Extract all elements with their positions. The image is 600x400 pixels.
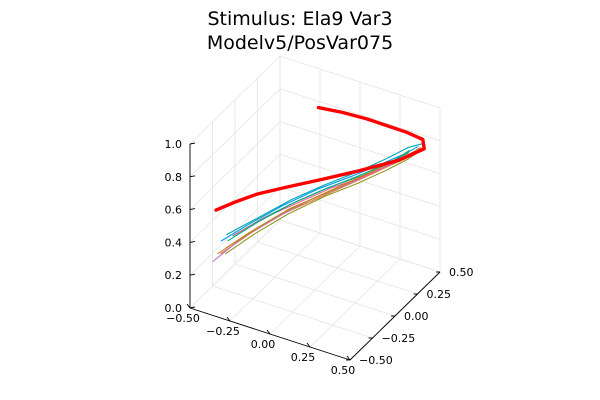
trial-trajectory-line bbox=[225, 150, 421, 255]
side-grid-z bbox=[279, 55, 441, 109]
x-axis-tick bbox=[186, 303, 191, 309]
x-tick-label: −0.50 bbox=[166, 312, 200, 325]
z-tick-label: 0.8 bbox=[165, 171, 183, 184]
tick-label-layer: −0.50−0.250.000.250.50−0.50−0.250.000.25… bbox=[165, 138, 474, 377]
grid-layer bbox=[189, 55, 441, 361]
x-axis-tick bbox=[226, 316, 231, 322]
z-axis-tick bbox=[189, 306, 196, 309]
side-grid-z bbox=[279, 88, 441, 142]
trial-trajectory-line bbox=[226, 142, 425, 236]
y-tick-label: 0.00 bbox=[404, 310, 429, 323]
z-axis-tick bbox=[189, 273, 196, 276]
back-grid-z bbox=[189, 121, 281, 210]
floor-grid-y bbox=[212, 285, 373, 339]
trials-layer bbox=[212, 142, 425, 263]
back-grid-z bbox=[189, 186, 281, 276]
x-axis-tick bbox=[346, 355, 351, 361]
trial-trajectory-line bbox=[233, 153, 410, 236]
chart-title-line-1: Stimulus: Ela9 Var3 bbox=[207, 8, 392, 30]
highlight-layer bbox=[214, 105, 426, 212]
back-grid-z bbox=[189, 219, 281, 309]
side-grid-z bbox=[279, 219, 441, 273]
floor-grid-y bbox=[234, 263, 396, 317]
highlight-trajectory-line bbox=[214, 105, 426, 212]
z-tick-label: 0.2 bbox=[165, 269, 183, 282]
z-tick-label: 0.6 bbox=[165, 204, 183, 217]
z-tick-label: 1.0 bbox=[165, 138, 183, 151]
x-axis-tick bbox=[266, 329, 271, 335]
z-axis-tick bbox=[189, 208, 196, 211]
y-tick-label: 0.25 bbox=[427, 288, 452, 301]
back-grid-z bbox=[189, 154, 281, 243]
chart-title-line-2: Modelv5/PosVar075 bbox=[207, 32, 393, 54]
x-tick-label: 0.50 bbox=[331, 364, 356, 377]
x-tick-label: 0.00 bbox=[251, 338, 276, 351]
z-axis-tick bbox=[189, 142, 196, 145]
z-axis-tick bbox=[189, 240, 196, 243]
z-axis-tick bbox=[189, 175, 196, 178]
x-tick-label: 0.25 bbox=[291, 351, 316, 364]
y-tick-label: −0.25 bbox=[382, 332, 416, 345]
x-axis-tick bbox=[306, 342, 311, 348]
floor-grid-y bbox=[257, 241, 418, 295]
z-tick-label: 0.4 bbox=[165, 236, 183, 249]
back-grid-z bbox=[189, 55, 281, 145]
axis-layer bbox=[186, 142, 441, 361]
side-grid-z bbox=[279, 186, 441, 240]
back-grid-z bbox=[189, 88, 281, 178]
side-grid-z bbox=[279, 154, 441, 207]
z-tick-label: 0.0 bbox=[165, 302, 183, 315]
y-tick-label: −0.50 bbox=[359, 354, 393, 367]
side-grid-z bbox=[279, 121, 441, 174]
x-tick-label: −0.25 bbox=[206, 325, 240, 338]
y-tick-label: 0.50 bbox=[449, 266, 474, 279]
